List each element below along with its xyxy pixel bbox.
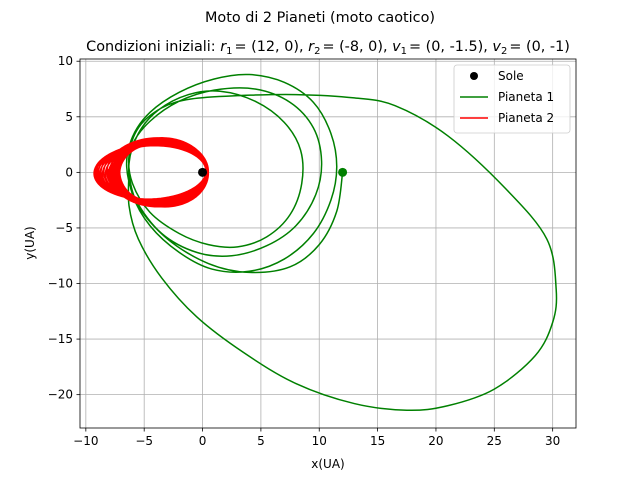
y-tick-label: −5 [55,221,73,235]
legend: Sole Pianeta 1 Pianeta 2 [453,64,571,134]
y-tick-label: −10 [48,277,73,291]
title-prefix: Condizioni iniziali: [86,39,220,55]
x-tick-label: 0 [199,434,207,448]
y-tick-label: 0 [65,165,73,179]
planet2-start-marker [105,168,113,176]
x-tick-label: 25 [487,434,502,448]
x-tick-label: −5 [135,434,153,448]
x-tick-label: 30 [545,434,560,448]
y-tick-label: −15 [48,332,73,346]
series-layer [93,73,558,412]
y-tick-label: 10 [58,54,73,68]
legend-sun-label: Sole [498,69,524,83]
title-r2: = (-8, 0), [322,39,392,55]
x-tick-label: 15 [370,434,385,448]
legend-box [453,64,571,134]
y-tick-label: 5 [65,110,73,124]
title-r1: = (12, 0), [235,39,309,55]
legend-planet1-label: Pianeta 1 [498,90,554,104]
legend-planet2-label: Pianeta 2 [498,111,554,125]
x-tick-label: −10 [73,434,98,448]
planet1-start-marker [338,167,348,177]
x-axis-label: x(UA) [311,457,344,471]
sun-marker [198,167,208,177]
x-tick-label: 5 [257,434,265,448]
title-v2: = (0, -1) [509,39,570,55]
chart-title: Condizioni iniziali: r1 = (12, 0), r2 = (-… [86,39,570,57]
legend-sun-marker [470,72,478,80]
title-v1: = (0, -1.5), [409,39,492,55]
chart-suptitle: Moto di 2 Pianeti (moto caotico) [205,10,435,26]
planet2-orbit [93,137,210,208]
x-tick-label: 20 [428,434,443,448]
y-tick-label: −20 [48,388,73,402]
plot-frame [79,58,577,429]
axis-ticks: −10 −5 0 5 10 15 20 25 30 −20 −15 −10 −5 0 5 10 [48,54,561,448]
x-tick-label: 10 [312,434,327,448]
y-axis-label: y(UA) [23,226,37,259]
